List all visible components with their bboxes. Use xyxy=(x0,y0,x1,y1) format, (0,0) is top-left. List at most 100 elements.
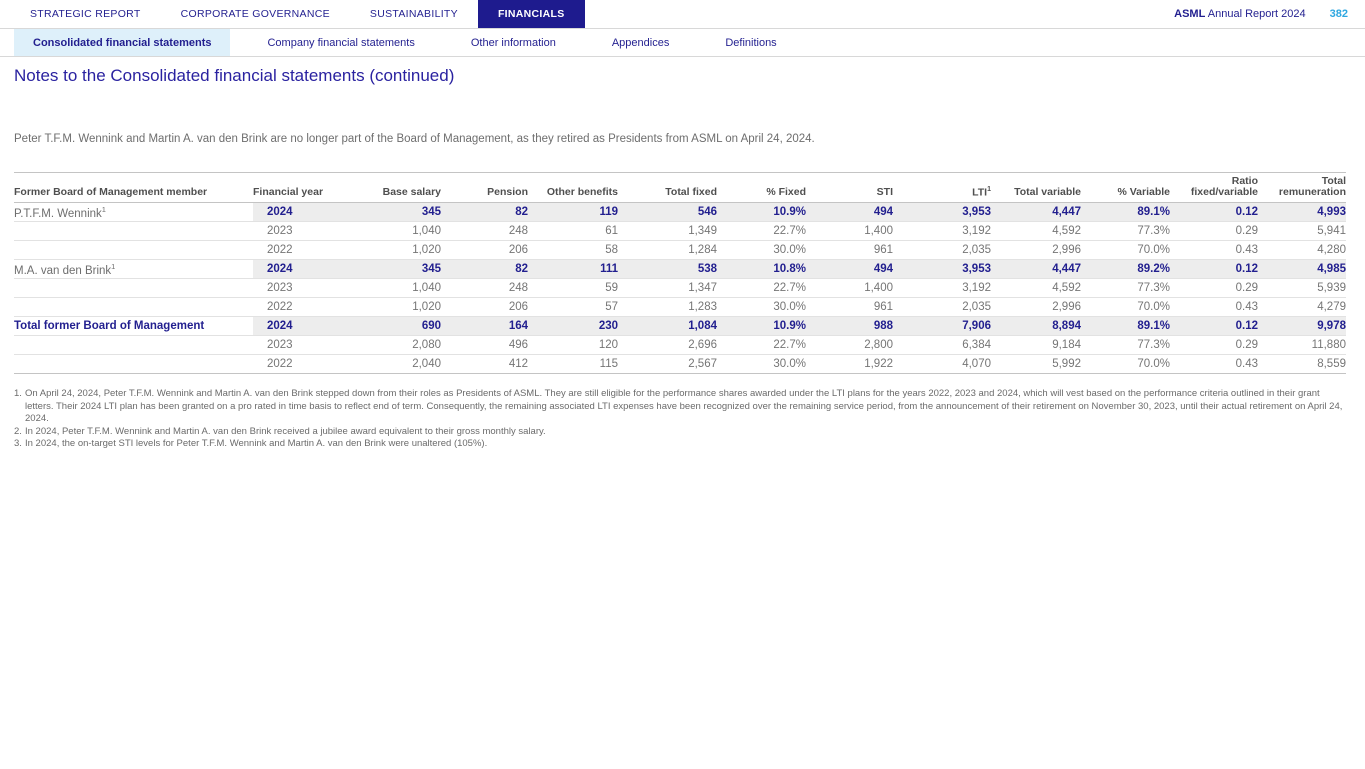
remuneration-table: Former Board of Management member Financi… xyxy=(14,172,1346,374)
column-header: Total remuneration xyxy=(1258,172,1346,203)
table-row: 2023 1,040 248 61 1,349 22.7% 1,400 3,192 4,592 7… xyxy=(14,221,1346,241)
member-cell xyxy=(14,278,253,298)
value-cell: 70.0% xyxy=(1081,297,1170,317)
table-header-row: Former Board of Management member Financi… xyxy=(14,172,1346,203)
financial-year-cell: 2022 xyxy=(253,354,336,374)
member-cell: M.A. van den Brink1 xyxy=(14,259,253,279)
value-cell: 1112 xyxy=(528,259,633,279)
column-header: LTI1 xyxy=(893,172,991,203)
value-cell: 22.7% xyxy=(717,335,806,355)
nav-financials[interactable]: FINANCIALS xyxy=(477,0,585,28)
nav-strategic-report[interactable]: STRATEGIC REPORT xyxy=(30,8,141,20)
value-cell: 0.29 xyxy=(1170,221,1258,241)
nav-sustainability[interactable]: SUSTAINABILITY xyxy=(369,8,458,20)
value-cell: 4,447 xyxy=(991,202,1081,222)
header-right: ASML Annual Report 2024 382 xyxy=(1174,0,1348,28)
value-cell: 0.12 xyxy=(1170,259,1258,279)
footnote-ref: 1 xyxy=(111,261,116,271)
financial-year-cell: 2023 xyxy=(253,278,336,298)
subnav-company-financial-statements[interactable]: Company financial statements xyxy=(267,36,415,49)
column-header: Total fixed xyxy=(618,172,717,203)
footnote-text: On April 24, 2024, Peter T.F.M. Wennink … xyxy=(25,388,1343,424)
value-cell: 2,080 xyxy=(336,335,441,355)
value-cell: 120 xyxy=(528,335,618,355)
page-title: Notes to the Consolidated financial stat… xyxy=(14,66,455,85)
value-cell: 4,592 xyxy=(991,221,1081,241)
value-cell: 546 xyxy=(618,202,717,222)
value-cell: 4,985 xyxy=(1258,259,1346,279)
table-row: P.T.F.M. Wennink1202434582119254610.9%49… xyxy=(14,202,1346,222)
brand-asml: ASML xyxy=(1174,8,1206,20)
value-cell: 1,020 xyxy=(336,297,441,317)
value-cell: 412 xyxy=(441,354,528,374)
value-cell: 8,559 xyxy=(1258,354,1346,374)
value-cell: 57 xyxy=(528,297,618,317)
value-cell: 4,592 xyxy=(991,278,1081,298)
column-header: % Variable xyxy=(1081,172,1170,203)
subnav-other-information[interactable]: Other information xyxy=(470,36,556,49)
value-cell: 345 xyxy=(336,202,441,222)
financial-year-cell: 2022 xyxy=(253,240,336,260)
footnote-marker: 2. xyxy=(14,425,22,437)
footnote-1: 1. On April 24, 2024, Peter T.F.M. Wenni… xyxy=(14,388,1346,426)
value-cell: 4,279 xyxy=(1258,297,1346,317)
value-cell: 206 xyxy=(441,240,528,260)
value-cell: 2,996 xyxy=(991,240,1081,260)
value-cell: 2,040 xyxy=(336,354,441,374)
value-cell: 77.3% xyxy=(1081,278,1170,298)
footnote-3: 3. In 2024, the on-target STI levels for… xyxy=(14,438,1346,451)
page-content: Notes to the Consolidated financial stat… xyxy=(0,66,1365,451)
value-cell: 70.0% xyxy=(1081,240,1170,260)
value-cell: 690 xyxy=(336,316,441,336)
financial-year-cell: 2023 xyxy=(253,335,336,355)
value-cell: 0.12 xyxy=(1170,202,1258,222)
value-cell: 3,192 xyxy=(893,221,991,241)
column-header: Former Board of Management member xyxy=(14,172,253,203)
footnote-marker: 3. xyxy=(14,438,22,449)
table-row: 2022 2,040 412 115 2,567 30.0% 1,922 4,070 5,992… xyxy=(14,354,1346,374)
value-cell: 1,283 xyxy=(618,297,717,317)
value-cell: 0.43 xyxy=(1170,354,1258,374)
value-cell: 3,953 xyxy=(893,202,991,222)
value-cell: 9,978 xyxy=(1258,316,1346,336)
member-cell xyxy=(14,221,253,241)
footnote-2: 2. In 2024, Peter T.F.M. Wennink and Mar… xyxy=(14,426,1346,439)
value-cell: 0.29 xyxy=(1170,278,1258,298)
footnote-ref: 1 xyxy=(101,204,106,214)
table-row: Total former Board of Management 2024 690 1… xyxy=(14,316,1346,336)
value-cell: 30.0% xyxy=(717,354,806,374)
financial-year-cell: 2024 xyxy=(253,316,336,336)
value-cell: 206 xyxy=(441,297,528,317)
financial-year-cell: 2023 xyxy=(253,221,336,241)
column-header: Base salary xyxy=(336,172,441,203)
column-header: % Fixed xyxy=(717,172,806,203)
value-cell: 4,280 xyxy=(1258,240,1346,260)
column-header: Total variable xyxy=(991,172,1081,203)
value-cell: 2,035 xyxy=(893,297,991,317)
value-cell: 1,400 xyxy=(806,221,893,241)
value-cell: 1,347 xyxy=(618,278,717,298)
value-cell: 961 xyxy=(806,240,893,260)
subnav-consolidated-financial-statements[interactable]: Consolidated financial statements xyxy=(14,29,231,56)
value-cell: 10.9% xyxy=(717,202,806,222)
member-cell xyxy=(14,297,253,317)
value-cell: 0.43 xyxy=(1170,297,1258,317)
value-cell: 3,953 xyxy=(893,259,991,279)
member-cell xyxy=(14,354,253,374)
nav-corporate-governance[interactable]: CORPORATE GOVERNANCE xyxy=(180,8,330,20)
value-cell: 248 xyxy=(441,221,528,241)
subnav-definitions[interactable]: Definitions xyxy=(725,36,777,49)
brand-report-title: Annual Report 2024 xyxy=(1205,8,1306,20)
value-cell: 82 xyxy=(441,259,528,279)
value-cell: 496 xyxy=(441,335,528,355)
intro-paragraph: Peter T.F.M. Wennink and Martin A. van d… xyxy=(14,133,815,145)
value-cell: 230 xyxy=(528,316,618,336)
member-cell: P.T.F.M. Wennink1 xyxy=(14,202,253,222)
subnav-appendices[interactable]: Appendices xyxy=(611,36,670,49)
sub-navigation: Consolidated financial statements Compan… xyxy=(0,29,1365,57)
value-cell: 345 xyxy=(336,259,441,279)
member-cell xyxy=(14,240,253,260)
value-cell: 6,384 xyxy=(893,335,991,355)
value-cell: 1,284 xyxy=(618,240,717,260)
financial-year-cell: 2024 xyxy=(253,202,336,222)
